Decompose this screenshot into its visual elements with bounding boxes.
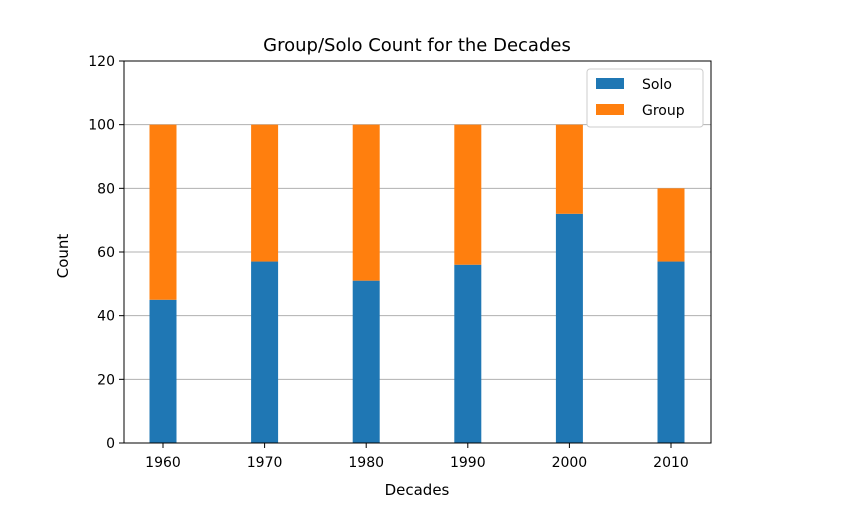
x-axis-ticks: 1960 1970 1980 1990 2000 2010: [145, 443, 689, 471]
y-tick-label: 100: [88, 118, 115, 134]
bar-group-1970: [251, 124, 279, 262]
bar-solo-2010: [657, 261, 685, 443]
bar-solo-1960: [149, 299, 177, 443]
x-tick-label: 1980: [348, 455, 384, 471]
bar-solo-1990: [454, 264, 482, 443]
legend-swatch-solo: [596, 78, 624, 89]
x-tick-label: 1990: [450, 455, 486, 471]
chart-title: Group/Solo Count for the Decades: [263, 35, 571, 56]
bar-group-2000: [555, 124, 583, 214]
x-axis-label: Decades: [385, 481, 450, 499]
y-tick-label: 80: [97, 181, 115, 197]
legend: Solo Group: [586, 68, 704, 128]
bars: [149, 124, 685, 443]
bar-group-1960: [149, 124, 177, 300]
legend-label-solo: Solo: [642, 77, 672, 93]
y-axis-label: Count: [54, 234, 72, 279]
y-tick-label: 0: [106, 436, 115, 452]
bar-group-2010: [657, 188, 685, 262]
x-tick-label: 2000: [552, 455, 588, 471]
y-tick-label: 120: [88, 54, 115, 70]
y-tick-label: 60: [97, 245, 115, 261]
y-axis-ticks: 0 20 40 60 80 100 120: [88, 54, 124, 452]
x-tick-label: 1970: [247, 455, 283, 471]
x-tick-label: 1960: [145, 455, 181, 471]
legend-label-group: Group: [642, 103, 685, 119]
x-tick-label: 2010: [653, 455, 689, 471]
bar-solo-1980: [352, 280, 380, 443]
bar-group-1980: [352, 124, 380, 281]
y-tick-label: 40: [97, 309, 115, 325]
bar-solo-2000: [555, 213, 583, 443]
bar-solo-1970: [251, 261, 279, 443]
y-tick-label: 20: [97, 372, 115, 388]
bar-group-1990: [454, 124, 482, 265]
legend-swatch-group: [596, 104, 624, 115]
